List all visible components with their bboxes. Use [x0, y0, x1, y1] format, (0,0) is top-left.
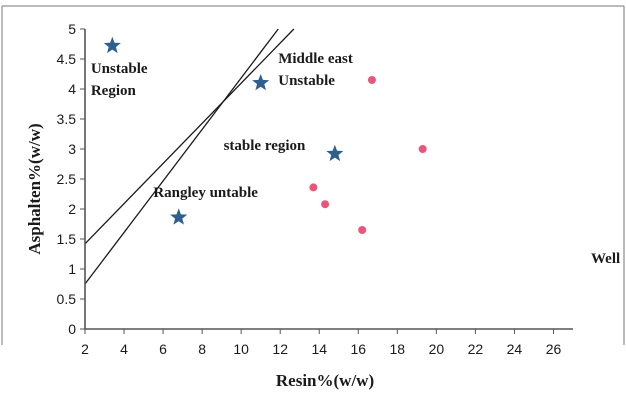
data-point-star: [103, 36, 121, 54]
y-tick-label: 3: [68, 141, 76, 157]
side-label: Well: [591, 251, 620, 267]
x-tick-label: 10: [233, 341, 249, 357]
data-point-circle: [367, 76, 376, 84]
data-point-circle: [418, 145, 427, 153]
x-tick-label: 20: [429, 341, 445, 357]
boundary-line-1: [84, 28, 295, 245]
y-tick-label: 2: [68, 201, 76, 217]
data-point-circle: [321, 200, 330, 209]
annotation-label: Rangley untable: [153, 185, 258, 201]
x-tick-label: 22: [468, 341, 484, 357]
data-point-star: [326, 144, 344, 162]
plot-area: 00.511.522.533.544.552 4 6 8 10 12 14 16 18 20 22 2…: [57, 21, 573, 357]
annotation-label: Middle east Unstable: [278, 51, 353, 89]
data-point-star: [170, 208, 188, 225]
annotation-line: Rangley untable: [153, 185, 258, 201]
annotation-line: Unstable: [278, 73, 335, 89]
x-tick-label: 6: [159, 341, 167, 357]
y-tick-label: 1: [68, 261, 76, 277]
y-tick-label: 5: [68, 21, 76, 37]
x-tick-label: 4: [120, 341, 128, 357]
y-tick-label: 3.5: [57, 111, 77, 127]
x-tick-label: 2: [81, 341, 89, 357]
data-point-circle: [358, 226, 367, 234]
annotation-line: Unstable: [91, 61, 148, 77]
y-tick-label: 1.5: [57, 231, 77, 247]
annotation-line: stable region: [224, 138, 306, 154]
x-tick-label: 12: [272, 341, 288, 357]
x-tick-label: 24: [507, 341, 523, 357]
boundary-line-2: [84, 28, 279, 285]
y-tick-label: 4: [68, 81, 76, 97]
x-tick-label: 18: [390, 341, 406, 357]
annotation-label: stable region: [224, 138, 306, 154]
y-tick-label: 2.5: [57, 171, 77, 187]
x-tick-label: 8: [198, 341, 206, 357]
y-axis-title: Asphalten%(w/w): [25, 123, 44, 254]
data-point-circle: [309, 183, 318, 192]
x-axis-title: Resin%(w/w): [276, 371, 374, 390]
y-tick-label: 0.5: [57, 291, 77, 307]
y-tick-label: 4.5: [57, 51, 77, 67]
data-point-star: [252, 74, 270, 91]
annotation-label: Unstable Region: [91, 61, 148, 99]
x-tick-label: 14: [311, 341, 327, 357]
annotation-line: Region: [91, 83, 137, 99]
x-tick-label: 16: [350, 341, 366, 357]
x-tick-label: 26: [546, 341, 562, 357]
y-tick-label: 0: [68, 321, 76, 337]
annotation-line: Middle east: [278, 51, 353, 67]
